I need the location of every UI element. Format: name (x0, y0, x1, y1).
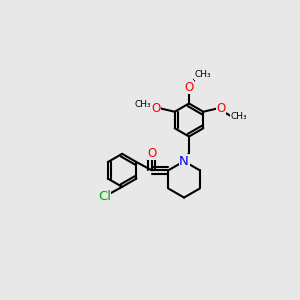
Text: CH₃: CH₃ (194, 70, 211, 79)
Text: O: O (216, 102, 226, 115)
Text: CH₃: CH₃ (230, 112, 247, 121)
Text: O: O (152, 102, 161, 115)
Text: O: O (184, 81, 194, 94)
Text: CH₃: CH₃ (134, 100, 151, 109)
Text: O: O (147, 147, 157, 160)
Text: Cl: Cl (98, 190, 111, 203)
Text: N: N (179, 155, 189, 168)
